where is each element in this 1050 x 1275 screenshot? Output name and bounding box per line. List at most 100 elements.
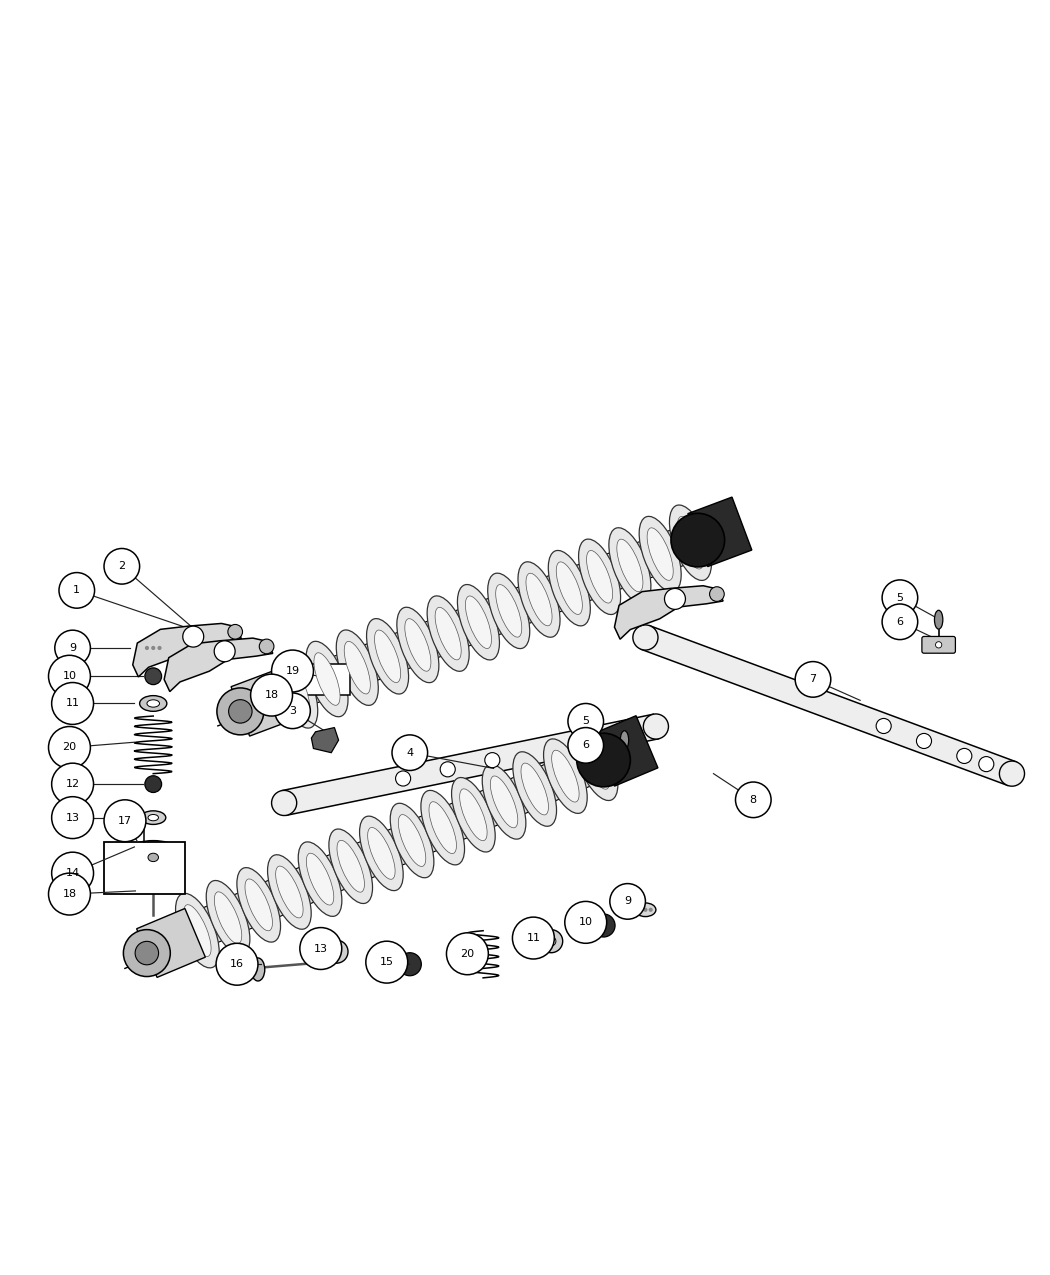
Ellipse shape: [284, 664, 310, 717]
Circle shape: [275, 694, 311, 728]
Ellipse shape: [135, 941, 159, 965]
Ellipse shape: [609, 528, 651, 603]
Polygon shape: [164, 638, 273, 691]
Text: 11: 11: [526, 933, 541, 944]
Polygon shape: [132, 623, 242, 677]
Ellipse shape: [337, 840, 364, 892]
Ellipse shape: [359, 816, 403, 891]
Ellipse shape: [458, 584, 500, 660]
Ellipse shape: [268, 854, 311, 929]
Ellipse shape: [329, 829, 373, 904]
Circle shape: [795, 662, 831, 697]
Text: 12: 12: [65, 779, 80, 789]
Text: 19: 19: [286, 666, 299, 676]
Circle shape: [592, 914, 615, 937]
Bar: [104, 842, 185, 894]
Ellipse shape: [677, 516, 704, 569]
Text: 5: 5: [897, 593, 903, 603]
Circle shape: [446, 933, 488, 974]
Ellipse shape: [184, 905, 211, 956]
Ellipse shape: [391, 803, 434, 877]
Circle shape: [710, 586, 724, 602]
Circle shape: [51, 797, 93, 839]
Ellipse shape: [482, 765, 526, 839]
Polygon shape: [277, 520, 710, 713]
Ellipse shape: [366, 618, 408, 694]
Ellipse shape: [583, 737, 610, 789]
Polygon shape: [312, 728, 338, 752]
Polygon shape: [642, 626, 1016, 785]
Ellipse shape: [460, 789, 487, 840]
Ellipse shape: [229, 700, 252, 723]
Circle shape: [665, 589, 686, 609]
Circle shape: [104, 799, 146, 842]
Ellipse shape: [298, 842, 342, 917]
Text: 18: 18: [62, 889, 77, 899]
Ellipse shape: [435, 607, 461, 660]
Circle shape: [610, 884, 646, 919]
Circle shape: [145, 646, 149, 650]
Text: 14: 14: [65, 868, 80, 878]
Ellipse shape: [487, 574, 530, 649]
Text: 2: 2: [119, 561, 125, 571]
Circle shape: [183, 626, 204, 648]
Circle shape: [104, 548, 140, 584]
Circle shape: [216, 944, 258, 986]
Ellipse shape: [397, 607, 439, 682]
Text: 16: 16: [230, 959, 244, 969]
Circle shape: [51, 852, 93, 894]
Ellipse shape: [336, 630, 378, 705]
Circle shape: [882, 580, 918, 616]
Text: 20: 20: [460, 949, 475, 959]
Ellipse shape: [876, 718, 891, 733]
Ellipse shape: [326, 940, 348, 963]
Circle shape: [568, 728, 604, 764]
Text: 4: 4: [406, 747, 414, 757]
Ellipse shape: [214, 891, 242, 944]
Circle shape: [398, 952, 421, 975]
Ellipse shape: [147, 700, 160, 708]
Ellipse shape: [429, 802, 457, 853]
Circle shape: [565, 901, 607, 944]
Ellipse shape: [368, 827, 395, 880]
Ellipse shape: [526, 574, 552, 626]
Ellipse shape: [276, 653, 318, 728]
Circle shape: [48, 873, 90, 915]
Ellipse shape: [452, 778, 496, 852]
Ellipse shape: [647, 528, 673, 580]
Circle shape: [228, 625, 243, 639]
Ellipse shape: [217, 688, 264, 734]
Ellipse shape: [587, 551, 612, 603]
Ellipse shape: [540, 929, 563, 952]
Text: 15: 15: [380, 958, 394, 968]
Ellipse shape: [405, 618, 430, 671]
Text: 8: 8: [750, 794, 757, 805]
Text: 9: 9: [69, 643, 77, 653]
Text: 6: 6: [583, 741, 589, 751]
Ellipse shape: [512, 752, 556, 826]
Circle shape: [622, 762, 628, 769]
Circle shape: [145, 775, 162, 793]
Ellipse shape: [556, 562, 583, 615]
Ellipse shape: [124, 929, 170, 977]
Polygon shape: [177, 741, 616, 954]
Circle shape: [735, 782, 771, 817]
Ellipse shape: [616, 539, 643, 592]
Bar: [292, 664, 350, 695]
Ellipse shape: [245, 878, 272, 931]
Circle shape: [59, 572, 94, 608]
Text: 7: 7: [810, 674, 817, 685]
Circle shape: [365, 941, 407, 983]
Text: 17: 17: [118, 816, 132, 826]
Ellipse shape: [465, 595, 491, 649]
Ellipse shape: [521, 762, 548, 815]
Text: 1: 1: [74, 585, 80, 595]
Ellipse shape: [544, 740, 587, 813]
Ellipse shape: [485, 752, 500, 768]
Ellipse shape: [307, 853, 334, 905]
Ellipse shape: [148, 815, 159, 821]
FancyBboxPatch shape: [608, 757, 642, 774]
Ellipse shape: [332, 947, 341, 956]
Ellipse shape: [148, 853, 159, 862]
Polygon shape: [614, 585, 723, 639]
